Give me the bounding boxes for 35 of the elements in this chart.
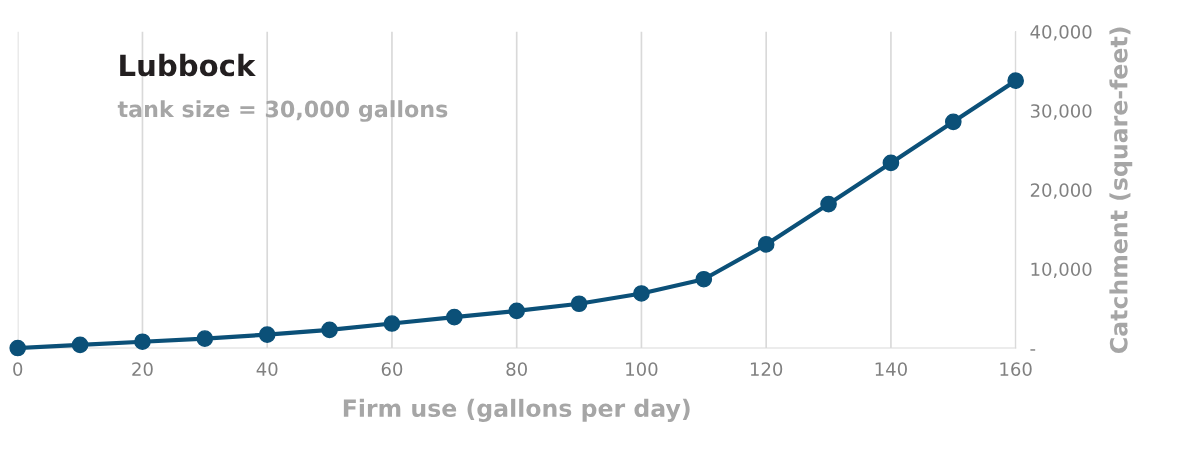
point — [71, 336, 89, 354]
point — [1007, 72, 1024, 90]
x-tick-label: 80 — [506, 362, 527, 376]
point — [134, 333, 151, 351]
x-axis-title: Firm use (gallons per day) — [343, 398, 690, 422]
y-axis-title: Catchment (square-feet) — [1109, 27, 1133, 353]
point — [321, 321, 338, 339]
point — [633, 285, 650, 302]
point — [820, 195, 837, 213]
x-tick-label: 120 — [750, 362, 783, 376]
text: tank size = 30,000 gallons — [117, 100, 448, 122]
point — [445, 308, 463, 326]
point — [383, 315, 401, 332]
point — [944, 113, 962, 131]
x-tick-label: 140 — [875, 362, 907, 376]
x-tick-label: 160 — [1000, 362, 1032, 376]
point — [695, 270, 713, 288]
point — [508, 302, 526, 320]
x-tick-label: 60 — [381, 362, 403, 376]
text: Lubbock — [120, 53, 256, 77]
y-tick-label: 30,000 — [1030, 104, 1092, 120]
y-tick-label: 10,000 — [1031, 262, 1092, 278]
point — [196, 330, 214, 347]
point — [258, 326, 276, 343]
x-tick-label: 20 — [132, 362, 153, 376]
point — [570, 295, 588, 313]
point — [757, 236, 775, 253]
x-tick-label: 40 — [256, 362, 278, 376]
y-tick-label: 40,000 — [1030, 25, 1092, 41]
x-tick-label: 100 — [626, 362, 658, 376]
point — [882, 154, 900, 172]
y-tick-label: - — [1030, 349, 1036, 351]
y-tick-label: 20,000 — [1030, 183, 1092, 199]
x-tick-label: 0 — [13, 362, 23, 376]
point — [9, 339, 27, 357]
